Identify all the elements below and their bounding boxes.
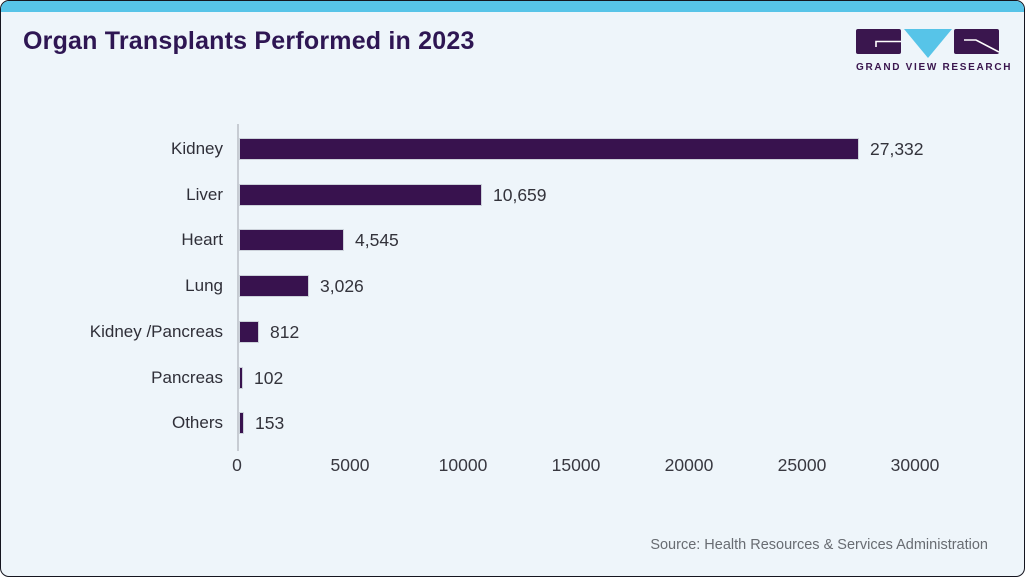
category-label: Heart [181,230,223,250]
x-axis-tick-label: 30000 [890,455,940,475]
value-label: 812 [270,321,300,342]
page-title: Organ Transplants Performed in 2023 [23,27,475,55]
value-label: 10,659 [493,184,547,205]
category-label: Kidney /Pancreas [89,321,223,341]
bar [239,229,344,252]
category-label: Others [171,413,223,433]
logo-v-triangle-icon [904,29,952,58]
logo-g-block [856,29,901,54]
category-label: Pancreas [151,367,223,387]
x-axis-tick-label: 25000 [777,455,827,475]
bar [239,412,244,435]
logo-r-block [954,29,999,54]
logo-marks [856,29,1000,58]
value-label: 27,332 [870,139,924,159]
bar [239,138,859,160]
value-label: 102 [254,367,284,388]
accent-top-bar [1,1,1024,12]
category-label: Kidney [171,139,223,158]
x-axis-tick-label: 5000 [330,455,370,475]
grand-view-research-logo: GRAND VIEW RESEARCH [856,29,1013,73]
bar [239,366,243,389]
value-label: 3,026 [320,276,364,297]
category-label: Lung [185,276,223,296]
bar [239,183,482,206]
x-axis-tick-label: 0 [232,455,242,475]
value-label: 4,545 [355,230,399,251]
y-axis-line [237,124,239,451]
source-note: Source: Health Resources & Services Admi… [650,537,988,553]
bar [239,275,309,298]
bar [239,320,259,343]
logo-wordmark: GRAND VIEW RESEARCH [856,62,1013,73]
x-axis-tick-label: 20000 [664,455,714,475]
x-axis-tick-label: 10000 [438,455,488,475]
x-axis-tick-label: 15000 [551,455,601,475]
category-label: Liver [186,184,223,204]
value-label: 153 [255,413,285,434]
